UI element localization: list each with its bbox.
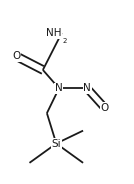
Text: O: O — [100, 103, 109, 113]
Text: N: N — [83, 83, 91, 93]
Text: NH: NH — [46, 28, 62, 38]
Text: 2: 2 — [62, 38, 67, 44]
Text: N: N — [55, 83, 63, 93]
Text: Si: Si — [51, 139, 61, 148]
Text: O: O — [12, 51, 20, 61]
